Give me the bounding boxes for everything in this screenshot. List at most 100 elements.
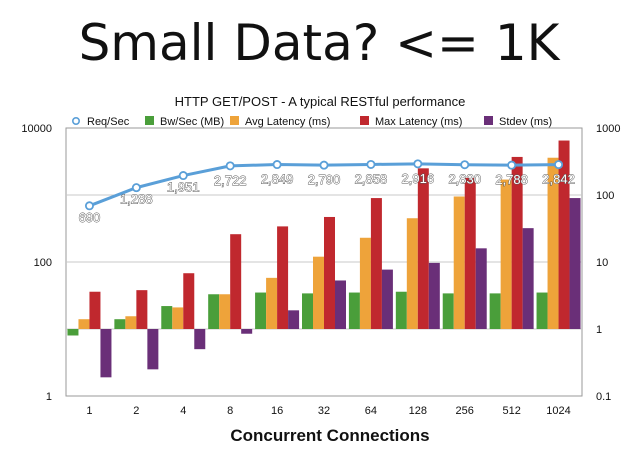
legend-item: Req/Sec (72, 116, 130, 128)
bar-bw-sec-mb (67, 329, 79, 336)
x-tick-label: 64 (365, 405, 377, 417)
bar-bw-sec-mb (536, 292, 548, 329)
req-sec-labels: 690 1,288 1,951 2,722 2,849 2,790 2,858 2,916 2,… (78, 170, 575, 225)
legend-item: Bw/Sec (MB) (145, 116, 224, 128)
bar-avg-latency-ms (547, 157, 559, 329)
x-tick-label: 128 (409, 405, 427, 417)
bar-avg-latency-ms (313, 256, 324, 329)
bar-stdev-ms (522, 228, 534, 329)
x-tick-label: 1 (86, 405, 92, 417)
req-sec-data-label: 2,858 (355, 171, 388, 186)
x-tick-label: 16 (271, 405, 283, 417)
req-sec-data-label: 2,722 (214, 173, 247, 188)
bar-max-latency-ms (277, 226, 289, 329)
bar-bw-sec-mb (255, 292, 267, 329)
bar-avg-latency-ms (266, 277, 278, 329)
right-tick-label: 0.1 (596, 391, 611, 403)
bar-max-latency-ms (230, 234, 242, 329)
bar-avg-latency-ms (500, 179, 512, 329)
bar-avg-latency-ms (172, 307, 184, 329)
bar-stdev-ms (428, 262, 440, 329)
bar-max-latency-ms (417, 168, 429, 329)
req-sec-data-label: 2,916 (402, 171, 435, 186)
legend-swatch (484, 116, 493, 125)
x-tick-label: 512 (502, 405, 520, 417)
bar-max-latency-ms (511, 156, 523, 329)
bar-stdev-ms (335, 280, 346, 329)
bar-stdev-ms (100, 329, 112, 378)
bar-stdev-ms (288, 310, 300, 329)
left-tick-label: 100 (34, 257, 52, 269)
chart-title: HTTP GET/POST - A typical RESTful perfor… (175, 94, 466, 109)
right-tick-label: 1 (596, 324, 602, 336)
req-sec-data-label: 2,790 (308, 172, 341, 187)
bar-bw-sec-mb (348, 292, 360, 329)
right-tick-label: 1000 (596, 123, 620, 135)
bar-max-latency-ms (464, 177, 476, 329)
x-tick-label: 32 (318, 405, 330, 417)
bar-max-latency-ms (136, 290, 148, 329)
bar-avg-latency-ms (78, 319, 90, 329)
req-sec-point (460, 160, 470, 170)
req-sec-data-label: 2,830 (448, 172, 481, 187)
legend-label: Avg Latency (ms) (245, 116, 330, 128)
legend-item: Avg Latency (ms) (230, 116, 330, 128)
bar-avg-latency-ms (219, 294, 231, 329)
req-sec-point (131, 183, 141, 193)
right-tick-label: 100 (596, 190, 614, 202)
bar-max-latency-ms (370, 198, 382, 329)
bar-stdev-ms (147, 329, 159, 370)
bar-bw-sec-mb (114, 319, 126, 329)
req-sec-point (84, 201, 94, 211)
bar-max-latency-ms (558, 140, 570, 329)
bar-stdev-ms (241, 329, 253, 334)
req-sec-point (319, 160, 329, 170)
legend-label: Req/Sec (87, 116, 130, 128)
legend-item: Max Latency (ms) (360, 116, 462, 128)
bar-max-latency-ms (89, 291, 101, 329)
bar-stdev-ms (381, 269, 393, 329)
bar-bw-sec-mb (161, 306, 173, 329)
legend-label: Max Latency (ms) (375, 116, 462, 128)
bar-bw-sec-mb (302, 293, 313, 329)
bar-bw-sec-mb (208, 294, 220, 329)
bar-bw-sec-mb (489, 293, 501, 329)
x-tick-label: 2 (133, 405, 139, 417)
bar-avg-latency-ms (125, 316, 137, 329)
req-sec-point (507, 160, 517, 170)
chart-legend: Req/Sec Bw/Sec (MB) Avg Latency (ms) Max La… (72, 116, 552, 128)
req-sec-point (413, 159, 423, 169)
legend-swatch (145, 116, 154, 125)
bar-max-latency-ms (183, 273, 195, 329)
left-tick-label: 1 (46, 391, 52, 403)
req-sec-point (272, 160, 282, 170)
left-tick-label: 10000 (21, 123, 52, 135)
x-tick-label: 4 (180, 405, 186, 417)
bar-avg-latency-ms (453, 196, 465, 329)
legend-line-marker (72, 117, 81, 126)
legend-label: Stdev (ms) (499, 116, 552, 128)
bar-stdev-ms (475, 248, 487, 329)
req-sec-line (84, 159, 564, 211)
x-tick-label: 256 (456, 405, 474, 417)
req-sec-point (178, 171, 188, 181)
req-sec-data-label: 690 (79, 210, 101, 225)
slide-title: Small Data? <= 1K (78, 14, 560, 72)
bar-stdev-ms (569, 198, 581, 329)
axes: 0.1 1 10 100 1000 1 100 10000 1 2 4 8 16 32 64 128 256 51… (21, 123, 620, 417)
right-tick-label: 10 (596, 257, 608, 269)
req-sec-data-label: 1,288 (120, 192, 153, 207)
req-sec-point (225, 161, 235, 171)
req-sec-data-label: 2,842 (542, 172, 575, 187)
legend-swatch (360, 116, 369, 125)
req-sec-data-label: 1,951 (167, 180, 200, 195)
bar-avg-latency-ms (406, 218, 418, 329)
x-axis-label: Concurrent Connections (230, 426, 429, 445)
bar-bw-sec-mb (395, 291, 407, 329)
req-sec-point (366, 159, 376, 169)
bar-stdev-ms (194, 329, 206, 350)
legend-item: Stdev (ms) (484, 116, 552, 128)
req-sec-data-label: 2,788 (495, 172, 528, 187)
bar-avg-latency-ms (359, 237, 371, 329)
